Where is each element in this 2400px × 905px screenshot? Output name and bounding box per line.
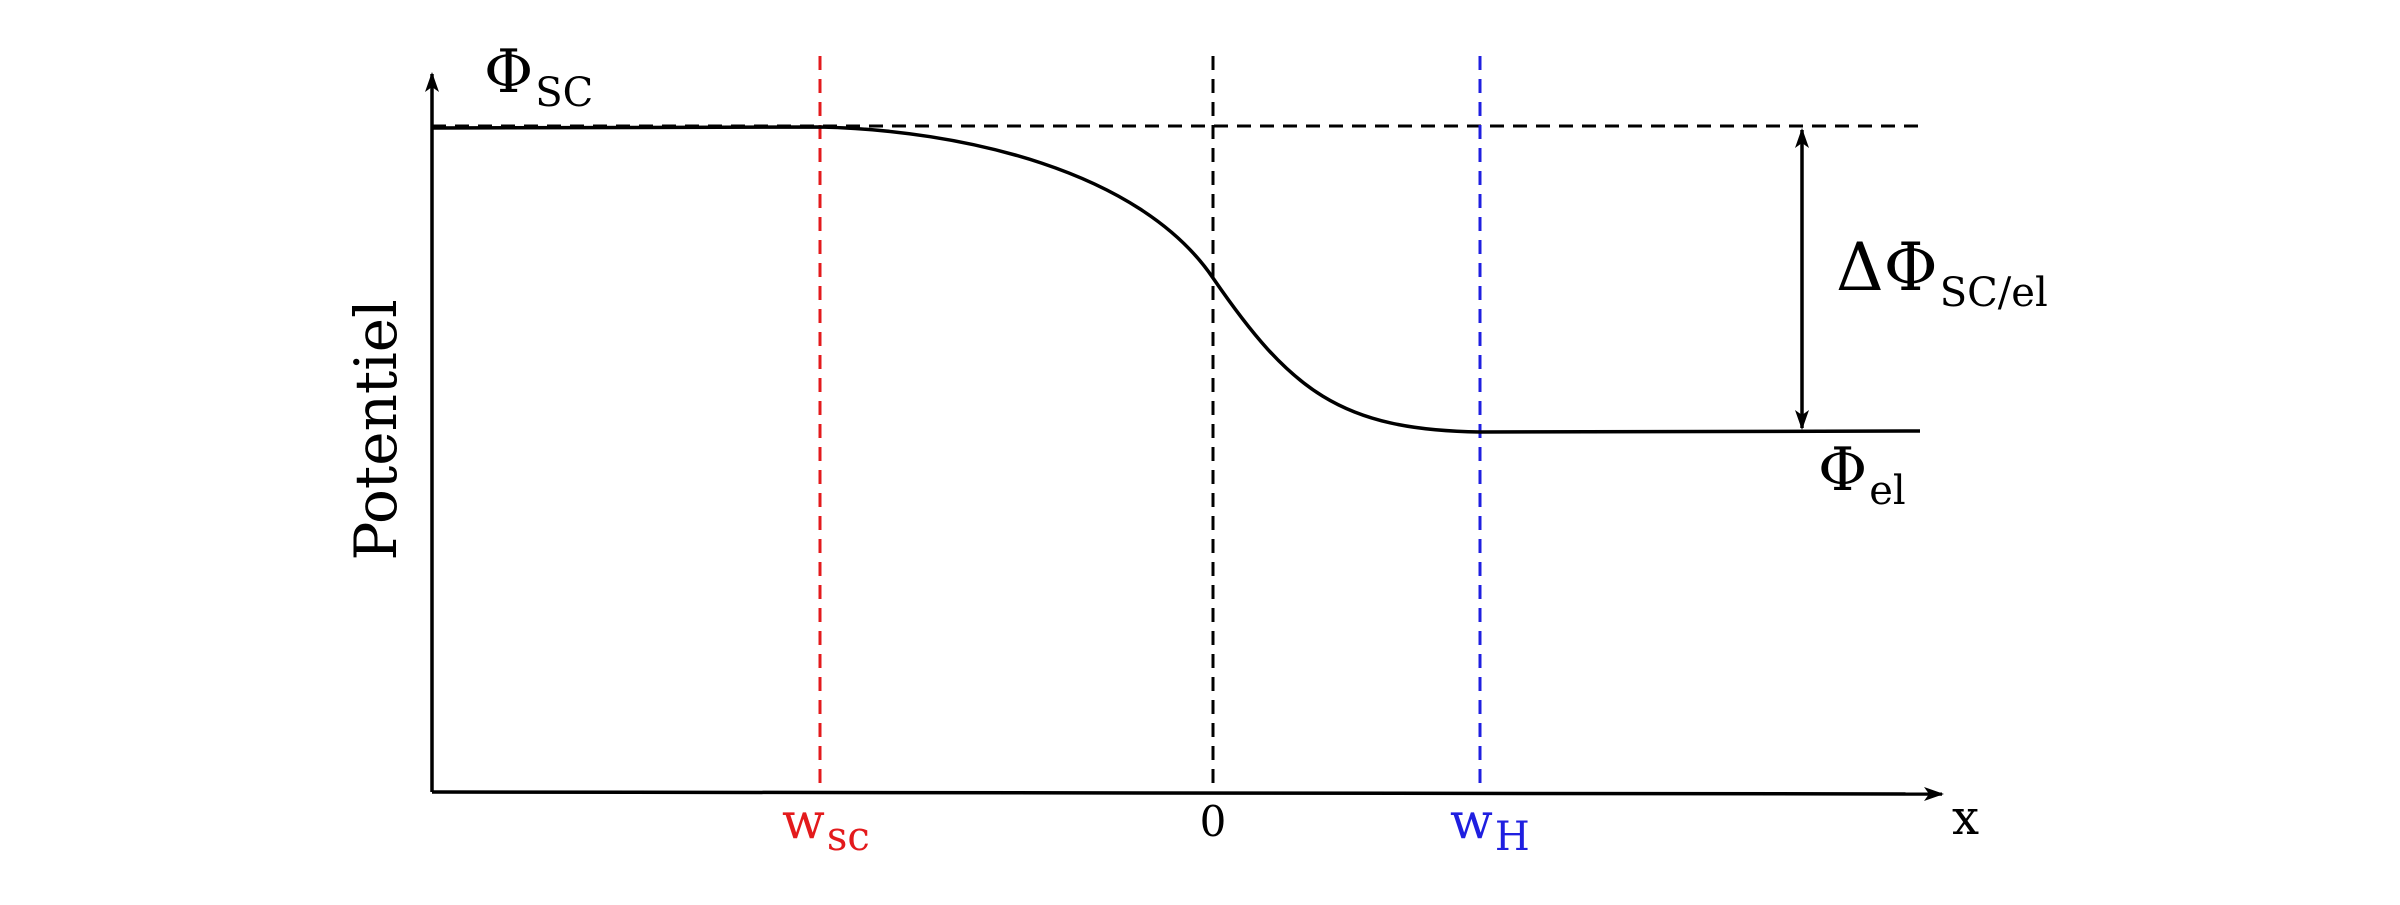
phi-el-label: Φel bbox=[1818, 435, 1906, 514]
potential-curve bbox=[431, 125, 1921, 434]
w-sc-label: wsc bbox=[782, 792, 870, 860]
delta-phi-label: ΔΦSC/el bbox=[1836, 229, 2048, 316]
x-axis bbox=[431, 786, 1944, 801]
zero-label: 0 bbox=[1200, 797, 1227, 846]
w-h-label: wH bbox=[1450, 792, 1530, 860]
x-axis-label: x bbox=[1952, 790, 1979, 846]
y-axis-label: Potentiel bbox=[342, 299, 410, 560]
phi-sc-label: ΦSC bbox=[484, 37, 593, 116]
